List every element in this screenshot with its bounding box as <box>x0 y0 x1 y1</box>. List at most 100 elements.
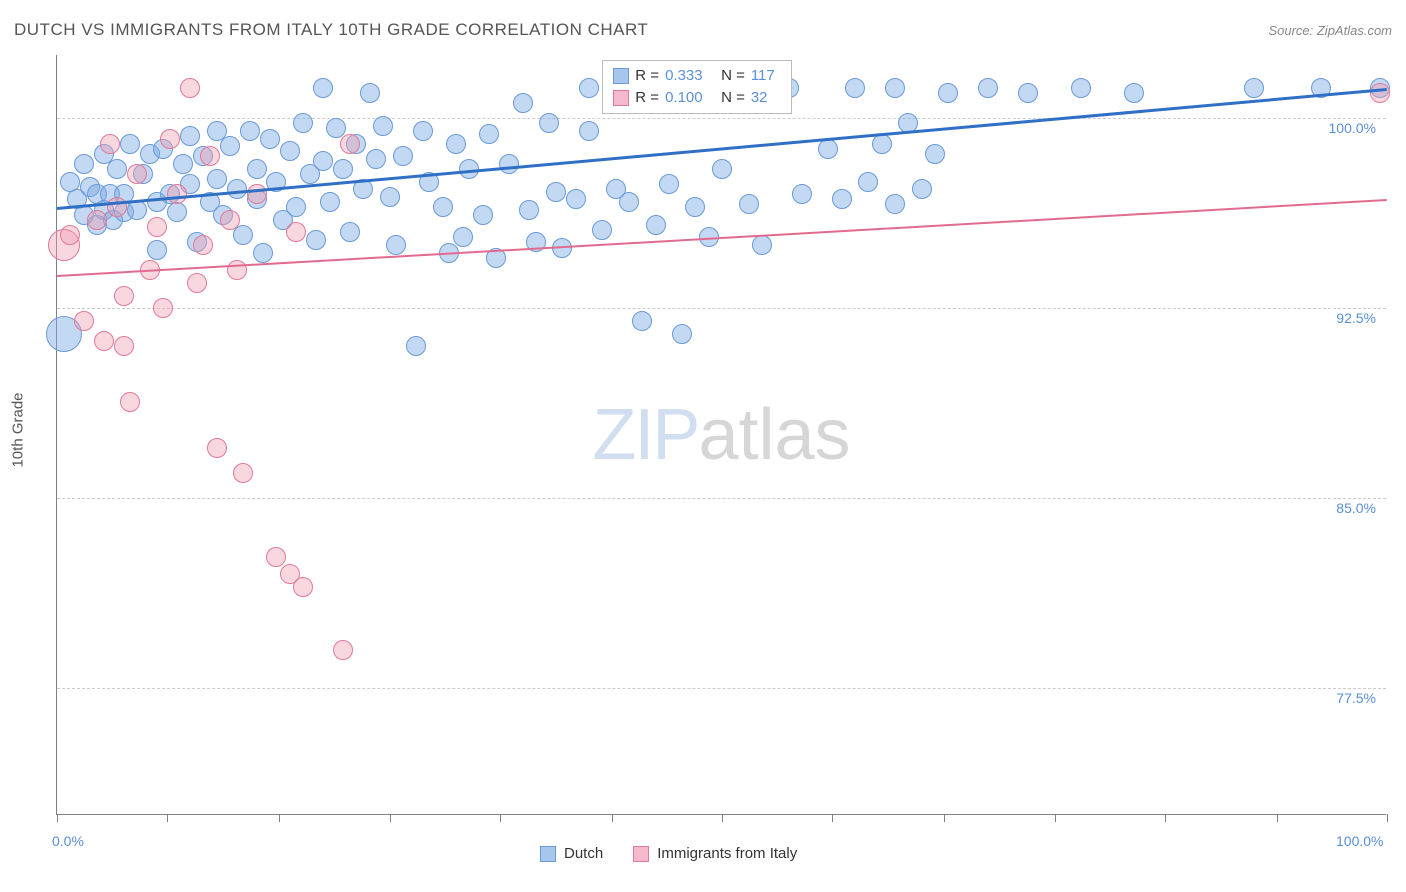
data-point <box>659 174 679 194</box>
x-tick <box>390 814 391 822</box>
data-point <box>632 311 652 331</box>
legend-swatch <box>540 846 556 862</box>
data-point <box>240 121 260 141</box>
watermark-zip: ZIP <box>592 395 698 475</box>
data-point <box>293 113 313 133</box>
data-point <box>978 78 998 98</box>
gridline <box>57 118 1386 119</box>
legend-n-value: 117 <box>751 65 781 87</box>
data-point <box>685 197 705 217</box>
data-point <box>373 116 393 136</box>
data-point <box>446 134 466 154</box>
data-point <box>114 286 134 306</box>
scatter-plot-area: ZIPatlas 100.0%92.5%85.0%77.5%R =0.333N … <box>56 55 1386 815</box>
data-point <box>592 220 612 240</box>
data-point <box>167 202 187 222</box>
watermark-atlas: atlas <box>698 395 850 475</box>
data-point <box>94 331 114 351</box>
x-tick <box>1165 814 1166 822</box>
data-point <box>260 129 280 149</box>
x-tick <box>944 814 945 822</box>
x-tick <box>1277 814 1278 822</box>
data-point <box>739 194 759 214</box>
data-point <box>87 210 107 230</box>
x-tick <box>167 814 168 822</box>
data-point <box>473 205 493 225</box>
chart-source: Source: ZipAtlas.com <box>1268 23 1392 38</box>
data-point <box>266 547 286 567</box>
data-point <box>479 124 499 144</box>
data-point <box>253 243 273 263</box>
data-point <box>220 210 240 230</box>
data-point <box>333 159 353 179</box>
data-point <box>1018 83 1038 103</box>
data-point <box>646 215 666 235</box>
legend-series-name: Dutch <box>564 845 603 862</box>
data-point <box>147 217 167 237</box>
data-point <box>453 227 473 247</box>
legend-r-value: 0.100 <box>665 87 715 109</box>
data-point <box>366 149 386 169</box>
data-point <box>114 336 134 356</box>
x-tick <box>1387 814 1388 822</box>
data-point <box>74 154 94 174</box>
data-point <box>187 273 207 293</box>
data-point <box>792 184 812 204</box>
data-point <box>393 146 413 166</box>
x-tick <box>832 814 833 822</box>
legend-row: R =0.333N =117 <box>613 65 781 87</box>
data-point <box>566 189 586 209</box>
data-point <box>233 463 253 483</box>
y-tick-label: 77.5% <box>1336 690 1376 706</box>
x-axis-start-label: 0.0% <box>52 833 84 849</box>
data-point <box>925 144 945 164</box>
data-point <box>672 324 692 344</box>
data-point <box>127 164 147 184</box>
data-point <box>153 298 173 318</box>
data-point <box>885 194 905 214</box>
data-point <box>120 392 140 412</box>
data-point <box>499 154 519 174</box>
data-point <box>386 235 406 255</box>
data-point <box>406 336 426 356</box>
data-point <box>100 134 120 154</box>
x-tick <box>612 814 613 822</box>
data-point <box>619 192 639 212</box>
data-point <box>380 187 400 207</box>
legend-n-label: N = <box>721 87 745 109</box>
data-point <box>207 438 227 458</box>
data-point <box>306 230 326 250</box>
correlation-legend: R =0.333N =117R =0.100N =32 <box>602 60 792 114</box>
data-point <box>313 78 333 98</box>
data-point <box>180 126 200 146</box>
data-point <box>333 640 353 660</box>
y-axis-title: 10th Grade <box>10 392 27 467</box>
x-tick <box>57 814 58 822</box>
data-point <box>200 146 220 166</box>
data-point <box>247 184 267 204</box>
y-tick-label: 100.0% <box>1329 120 1376 136</box>
legend-swatch <box>613 90 629 106</box>
data-point <box>1370 83 1390 103</box>
data-point <box>220 136 240 156</box>
data-point <box>845 78 865 98</box>
data-point <box>340 134 360 154</box>
legend-n-label: N = <box>721 65 745 87</box>
x-tick <box>1055 814 1056 822</box>
data-point <box>513 93 533 113</box>
data-point <box>160 129 180 149</box>
trend-line <box>57 199 1387 277</box>
x-axis-end-label: 100.0% <box>1336 833 1383 849</box>
data-point <box>180 78 200 98</box>
watermark: ZIPatlas <box>592 394 850 476</box>
data-point <box>519 200 539 220</box>
legend-r-label: R = <box>635 87 659 109</box>
legend-item: Immigrants from Italy <box>633 845 797 862</box>
data-point <box>147 240 167 260</box>
data-point <box>752 235 772 255</box>
data-point <box>1071 78 1091 98</box>
gridline <box>57 498 1386 499</box>
legend-swatch <box>613 68 629 84</box>
x-tick <box>279 814 280 822</box>
legend-row: R =0.100N =32 <box>613 87 781 109</box>
